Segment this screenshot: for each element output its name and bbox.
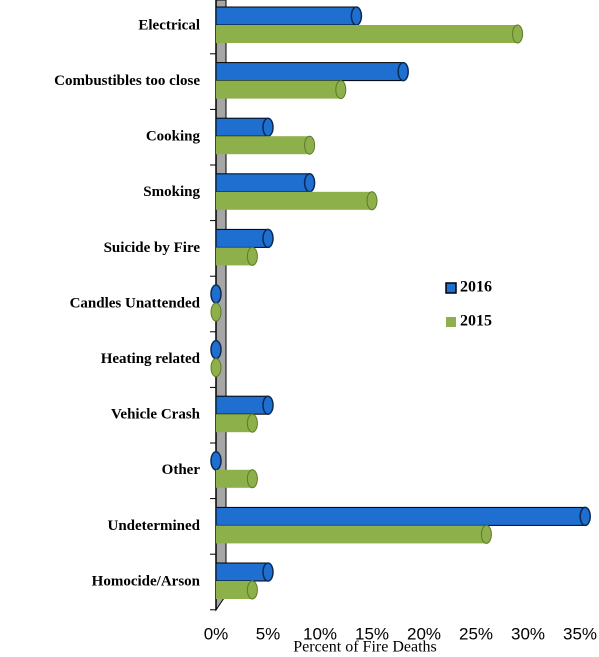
bar-group bbox=[215, 61, 409, 82]
x-tick-label: 30% bbox=[511, 624, 545, 643]
bar bbox=[215, 228, 269, 248]
bar bbox=[216, 80, 341, 99]
bar-cap bbox=[210, 358, 222, 378]
bar-cap bbox=[335, 80, 347, 100]
x-tick-label: 35% bbox=[563, 624, 597, 643]
category-label: Homocide/Arson bbox=[92, 573, 201, 589]
bar bbox=[215, 562, 269, 582]
bar-cap bbox=[304, 135, 316, 155]
bar-cap bbox=[246, 469, 258, 489]
x-tick-label: 10% bbox=[303, 624, 337, 643]
bar-group bbox=[216, 580, 258, 600]
bar-cap bbox=[246, 580, 258, 600]
category-label: Other bbox=[162, 462, 201, 478]
legend-label: 2016 bbox=[460, 279, 492, 296]
bar-cap bbox=[262, 117, 274, 137]
bar bbox=[216, 525, 487, 544]
bar-group bbox=[215, 562, 274, 582]
bar-cap bbox=[480, 524, 492, 544]
category-label: Cooking bbox=[146, 129, 201, 145]
bar-group bbox=[210, 358, 222, 378]
bar bbox=[216, 469, 253, 488]
bar-cap bbox=[246, 246, 258, 266]
category-label: Suicide by Fire bbox=[104, 240, 201, 256]
bar-group bbox=[215, 173, 316, 193]
x-tick-label: 5% bbox=[256, 624, 281, 643]
category-label: Combustibles too close bbox=[54, 73, 200, 89]
category-label: Vehicle Crash bbox=[111, 407, 201, 423]
bar-group bbox=[215, 228, 274, 249]
bar-group bbox=[210, 451, 222, 471]
bar bbox=[215, 117, 269, 137]
bar bbox=[215, 395, 269, 415]
bar-group bbox=[210, 302, 222, 322]
bar-group bbox=[210, 339, 222, 360]
bar bbox=[216, 136, 310, 155]
bar-cap bbox=[262, 562, 274, 582]
bar-group bbox=[216, 413, 258, 433]
bar-group bbox=[215, 6, 363, 26]
category-label: Candles Unattended bbox=[70, 295, 201, 311]
bar-cap bbox=[262, 228, 274, 249]
bar-group bbox=[216, 469, 258, 489]
bar-group bbox=[216, 24, 524, 44]
bar-cap bbox=[210, 284, 222, 304]
bar-group bbox=[215, 395, 274, 415]
bar-cap bbox=[350, 6, 363, 26]
bar-cap bbox=[210, 451, 222, 471]
bar bbox=[216, 247, 253, 266]
category-label: Undetermined bbox=[108, 518, 201, 534]
legend-label: 2015 bbox=[460, 313, 492, 330]
bar-cap bbox=[366, 191, 378, 211]
x-axis-title: Percent of Fire Deaths bbox=[293, 639, 437, 656]
bar bbox=[216, 581, 253, 599]
bar bbox=[215, 62, 404, 82]
bar-group bbox=[216, 524, 492, 544]
bar-cap bbox=[397, 61, 409, 82]
bar bbox=[216, 191, 372, 210]
x-tick-label: 15% bbox=[355, 624, 389, 643]
bar-group bbox=[215, 117, 274, 137]
bar-group bbox=[210, 284, 222, 304]
bar-group bbox=[216, 80, 347, 100]
category-label: Smoking bbox=[143, 184, 200, 200]
x-tick-label: 25% bbox=[459, 624, 493, 643]
bar bbox=[215, 506, 586, 526]
bar-group bbox=[216, 191, 378, 211]
legend-swatch bbox=[446, 317, 456, 327]
bar-cap bbox=[210, 339, 222, 360]
category-label: Electrical bbox=[138, 17, 200, 33]
bar-cap bbox=[579, 506, 591, 527]
bar-group bbox=[216, 135, 316, 155]
bar-group bbox=[216, 246, 258, 266]
bar bbox=[215, 173, 311, 193]
x-tick-label: 0% bbox=[204, 624, 229, 643]
bar-group bbox=[215, 506, 591, 527]
bar-cap bbox=[303, 173, 316, 193]
bar bbox=[216, 414, 253, 433]
bar bbox=[216, 25, 518, 43]
bar-cap bbox=[512, 24, 524, 44]
bar-cap bbox=[246, 413, 258, 433]
bar bbox=[215, 6, 357, 26]
x-tick-label: 20% bbox=[407, 624, 441, 643]
category-label: Heating related bbox=[101, 351, 201, 367]
bar-cap bbox=[262, 395, 274, 415]
bar-cap bbox=[210, 302, 222, 322]
legend-swatch bbox=[445, 282, 457, 294]
